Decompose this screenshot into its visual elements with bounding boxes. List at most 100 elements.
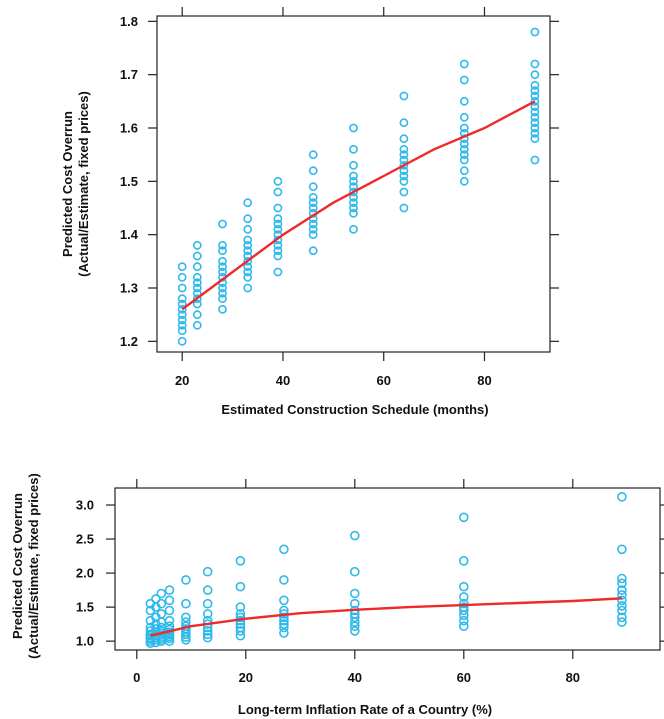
scatter-points-inflation — [145, 491, 627, 649]
data-point — [177, 262, 187, 272]
data-point — [459, 150, 469, 160]
x-tick-label: 40 — [348, 670, 362, 685]
data-point — [530, 59, 540, 69]
data-point — [349, 144, 358, 154]
data-point — [243, 235, 253, 245]
data-point — [164, 585, 175, 595]
data-point — [177, 304, 187, 314]
data-point — [399, 203, 409, 213]
data-point — [459, 139, 469, 149]
y-axis-title-line2: (Actual/Estimate, fixed prices) — [26, 473, 41, 659]
axis-ticks-inflation — [106, 479, 664, 659]
x-axis-title: Estimated Construction Schedule (months) — [221, 402, 488, 417]
data-point — [192, 283, 202, 293]
data-point — [617, 612, 627, 623]
data-point — [349, 198, 358, 208]
y-tick-label: 1.3 — [120, 281, 138, 296]
data-point — [349, 598, 360, 609]
data-point — [459, 155, 469, 165]
data-point — [308, 192, 318, 202]
data-point — [617, 544, 627, 555]
data-point — [617, 595, 627, 606]
data-point — [530, 128, 540, 138]
x-tick-label: 20 — [239, 670, 253, 685]
data-point — [459, 75, 469, 85]
panel-inflation: 0 20 40 60 80 1.0 1.5 2.0 2.5 3.0 Long-term Infla… — [10, 473, 664, 717]
data-point — [273, 176, 283, 186]
data-point — [530, 123, 540, 133]
panel-schedule: 20 40 60 80 1.2 1.3 1.4 1.5 1.6 1.7 1.8 Estimated … — [60, 7, 559, 417]
y-tick-label: 1.4 — [120, 227, 139, 242]
data-point — [177, 283, 187, 293]
data-point — [192, 272, 202, 282]
data-point — [181, 575, 191, 585]
y-axis-title-line2: (Actual/Estimate, fixed prices) — [76, 91, 91, 277]
data-point — [399, 150, 409, 160]
data-point — [235, 581, 246, 592]
data-point — [273, 214, 283, 224]
data-point — [164, 595, 175, 606]
data-point — [202, 585, 213, 595]
data-point — [164, 615, 175, 626]
data-point — [459, 144, 469, 154]
data-point — [192, 262, 202, 272]
data-point — [235, 609, 246, 619]
axis-ticks-schedule — [148, 7, 559, 361]
data-point — [617, 573, 627, 584]
data-point — [458, 598, 469, 609]
data-point — [530, 118, 540, 128]
data-point — [202, 629, 213, 640]
data-point — [617, 605, 627, 616]
data-point — [151, 594, 161, 604]
data-point — [459, 176, 469, 186]
data-point — [235, 602, 246, 612]
data-point — [192, 310, 202, 320]
data-point — [192, 240, 202, 250]
y-tick-label: 2.5 — [76, 532, 94, 547]
data-point — [399, 91, 409, 101]
data-point — [458, 615, 469, 626]
data-point — [192, 294, 202, 304]
data-point — [243, 256, 253, 266]
data-point — [349, 224, 358, 234]
data-point — [458, 512, 469, 523]
data-point — [458, 592, 469, 602]
data-point — [273, 267, 283, 277]
data-point — [202, 632, 213, 643]
data-point — [279, 595, 289, 606]
data-point — [349, 566, 360, 577]
plot-frame — [156, 15, 551, 353]
data-point — [202, 566, 213, 577]
data-point — [235, 612, 246, 623]
plot-frame — [114, 487, 661, 651]
data-point — [273, 240, 283, 250]
data-point — [218, 267, 227, 277]
tick-labels-inflation: 0 20 40 60 80 1.0 1.5 2.0 2.5 3.0 — [76, 498, 580, 685]
data-point — [218, 288, 227, 298]
y-tick-label: 1.5 — [76, 600, 94, 615]
y-tick-label: 1.8 — [120, 14, 138, 29]
data-point — [459, 123, 469, 133]
data-point — [530, 112, 540, 122]
data-point — [399, 144, 409, 154]
data-point — [192, 278, 202, 288]
data-point — [458, 581, 469, 592]
data-point — [308, 203, 318, 213]
x-tick-label: 0 — [133, 670, 140, 685]
data-point — [458, 555, 469, 566]
y-tick-label: 1.6 — [120, 121, 138, 136]
data-point — [156, 588, 167, 599]
data-point — [273, 187, 283, 197]
tick-labels-schedule: 20 40 60 80 1.2 1.3 1.4 1.5 1.6 1.7 1.8 — [120, 14, 492, 388]
data-point — [202, 609, 213, 619]
data-point — [218, 219, 227, 229]
data-point — [218, 304, 227, 314]
data-point — [349, 176, 358, 186]
data-point — [308, 166, 318, 176]
scatter-points-schedule — [177, 27, 540, 346]
data-point — [218, 240, 227, 250]
data-point — [617, 491, 627, 502]
data-point — [279, 544, 289, 555]
data-point — [177, 326, 187, 336]
